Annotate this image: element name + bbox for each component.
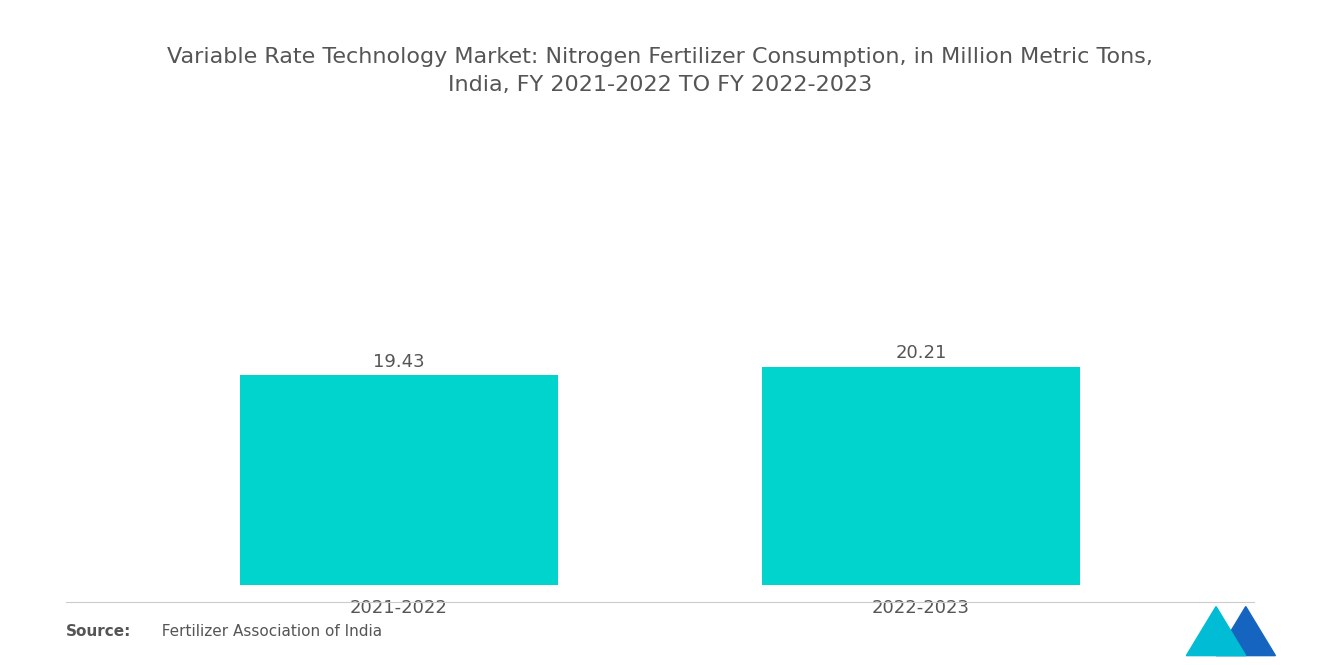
Bar <box>762 367 1080 585</box>
Polygon shape <box>1216 606 1275 656</box>
Text: 19.43: 19.43 <box>374 353 425 371</box>
Text: Variable Rate Technology Market: Nitrogen Fertilizer Consumption, in Million Met: Variable Rate Technology Market: Nitroge… <box>168 47 1152 94</box>
Polygon shape <box>1187 606 1246 656</box>
Bar <box>240 375 558 585</box>
Text: Source:: Source: <box>66 624 132 639</box>
Text: Fertilizer Association of India: Fertilizer Association of India <box>152 624 381 639</box>
Text: 20.21: 20.21 <box>895 344 946 362</box>
